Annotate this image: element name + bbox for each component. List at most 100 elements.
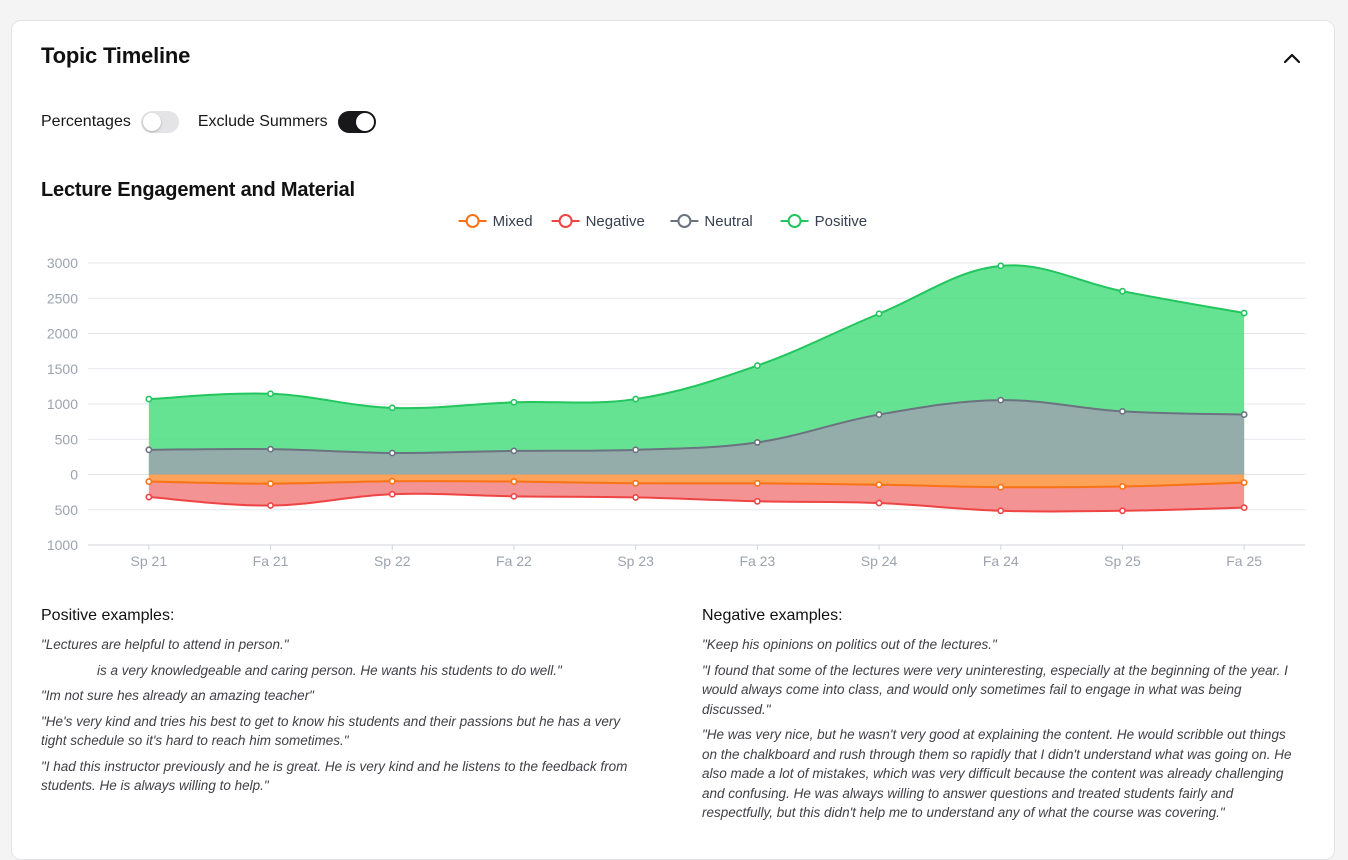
data-point bbox=[267, 445, 274, 453]
data-point bbox=[267, 390, 274, 398]
data-point bbox=[388, 404, 396, 412]
legend-item-negative: Negative bbox=[551, 213, 645, 230]
x-tick-label: Sp 22 bbox=[374, 553, 411, 569]
y-tick-label: 500 bbox=[55, 502, 79, 518]
toggle-bar: Percentages Exclude Summers bbox=[41, 111, 395, 133]
negative-example: "I found that some of the lectures were … bbox=[702, 662, 1288, 717]
data-point bbox=[1119, 408, 1126, 415]
negative-example: "He was very nice, but he wasn't very go… bbox=[702, 727, 1292, 820]
data-point bbox=[145, 395, 153, 403]
data-point bbox=[510, 478, 518, 485]
positive-examples-heading: Positive examples: bbox=[41, 607, 175, 624]
data-point bbox=[1119, 507, 1126, 515]
collapse-button[interactable] bbox=[1277, 43, 1307, 73]
data-point bbox=[510, 398, 518, 406]
data-point bbox=[267, 480, 274, 488]
line-negative bbox=[148, 492, 1245, 513]
data-point bbox=[510, 447, 518, 455]
positive-examples: Positive examples: "Lectures are helpful… bbox=[41, 607, 641, 802]
data-point bbox=[1240, 411, 1248, 418]
data-point bbox=[267, 502, 274, 509]
data-point bbox=[753, 497, 761, 505]
line-positive bbox=[148, 264, 1245, 410]
panel-title: Topic Timeline bbox=[41, 43, 191, 68]
x-tick-label: Fa 21 bbox=[253, 553, 289, 569]
legend-marker bbox=[465, 214, 480, 228]
area-mixed bbox=[148, 474, 1245, 488]
percentages-label: Percentages bbox=[41, 113, 131, 130]
y-tick-label: 3000 bbox=[47, 255, 78, 271]
positive-example: "He's very kind and tries his best to ge… bbox=[41, 713, 621, 749]
toggle-knob bbox=[355, 113, 374, 131]
data-point bbox=[388, 490, 396, 498]
data-point bbox=[875, 411, 883, 418]
data-point bbox=[997, 483, 1005, 491]
line-neutral bbox=[148, 399, 1245, 455]
legend-label: Positive bbox=[815, 213, 868, 230]
series-mixed bbox=[145, 474, 1248, 491]
x-tick-label: Fa 22 bbox=[496, 553, 532, 569]
y-tick-label: 1000 bbox=[47, 396, 78, 412]
exclude-summers-label: Exclude Summers bbox=[197, 113, 328, 130]
x-tick-label: Fa 23 bbox=[739, 553, 775, 569]
data-point bbox=[145, 478, 153, 485]
data-point bbox=[875, 499, 883, 507]
data-point bbox=[632, 446, 640, 454]
x-tick-label: Sp 25 bbox=[1104, 553, 1141, 569]
y-tick-label: 2500 bbox=[47, 290, 78, 306]
x-tick-label: Sp 24 bbox=[861, 553, 898, 569]
x-tick-label: Sp 23 bbox=[617, 553, 654, 569]
data-point bbox=[1240, 479, 1248, 487]
y-tick-label: 0 bbox=[70, 467, 78, 483]
data-point bbox=[145, 446, 153, 454]
positive-example: "Im not sure hes already an amazing teac… bbox=[41, 688, 314, 703]
legend-marker bbox=[677, 214, 692, 228]
legend-label: Neutral bbox=[704, 213, 752, 230]
topic-timeline-panel: Topic Timeline Percentages Exclude Summe… bbox=[11, 20, 1335, 860]
negative-examples-heading: Negative examples: bbox=[702, 607, 843, 624]
chevron-up-icon bbox=[1283, 53, 1301, 64]
data-point bbox=[753, 439, 761, 446]
data-point bbox=[1119, 483, 1126, 490]
positive-example: "Lectures are helpful to attend in perso… bbox=[41, 637, 289, 652]
toggle-knob bbox=[142, 113, 161, 131]
legend-item-mixed: Mixed bbox=[458, 213, 533, 230]
series-negative bbox=[145, 481, 1248, 515]
negative-example: "Keep his opinions on politics out of th… bbox=[702, 637, 997, 652]
data-point bbox=[997, 396, 1005, 404]
data-point bbox=[388, 449, 396, 457]
topic-area-chart: 3000 2500 2000 1500 1000 500 0 500 1000 Sp 21 Fa 2… bbox=[47, 213, 1305, 569]
x-tick-label: Sp 21 bbox=[131, 553, 168, 569]
data-point bbox=[875, 310, 883, 318]
line-mixed bbox=[148, 480, 1245, 489]
data-point bbox=[632, 494, 640, 501]
x-tick-label: Fa 24 bbox=[983, 553, 1019, 569]
data-point bbox=[632, 395, 640, 403]
legend-marker bbox=[558, 214, 573, 228]
data-point bbox=[388, 477, 396, 485]
data-point bbox=[1240, 504, 1248, 512]
data-point bbox=[997, 262, 1005, 270]
chart-title: Lecture Engagement and Material bbox=[41, 179, 355, 201]
x-tick-label: Fa 25 bbox=[1226, 553, 1262, 569]
data-point bbox=[145, 493, 153, 501]
positive-example: is a very knowledgeable and caring perso… bbox=[41, 661, 641, 681]
data-point bbox=[997, 507, 1005, 515]
legend-label: Mixed bbox=[493, 213, 533, 230]
y-tick-label: 2000 bbox=[47, 326, 78, 342]
legend-item-positive: Positive bbox=[780, 213, 868, 230]
data-point bbox=[1119, 287, 1126, 295]
y-tick-label: 1000 bbox=[47, 537, 78, 553]
y-tick-label: 1500 bbox=[47, 361, 78, 377]
negative-examples: Negative examples: "Keep his opinions on… bbox=[702, 607, 1302, 829]
series-neutral bbox=[145, 396, 1248, 475]
data-point bbox=[1240, 309, 1248, 317]
legend-item-neutral: Neutral bbox=[670, 213, 753, 230]
legend-label: Negative bbox=[586, 213, 645, 230]
exclude-summers-toggle[interactable] bbox=[337, 111, 376, 133]
data-point bbox=[753, 362, 761, 369]
data-point bbox=[875, 481, 883, 489]
positive-example-text: is a very knowledgeable and caring perso… bbox=[97, 662, 562, 678]
data-point bbox=[510, 492, 518, 500]
percentages-toggle[interactable] bbox=[140, 111, 179, 133]
